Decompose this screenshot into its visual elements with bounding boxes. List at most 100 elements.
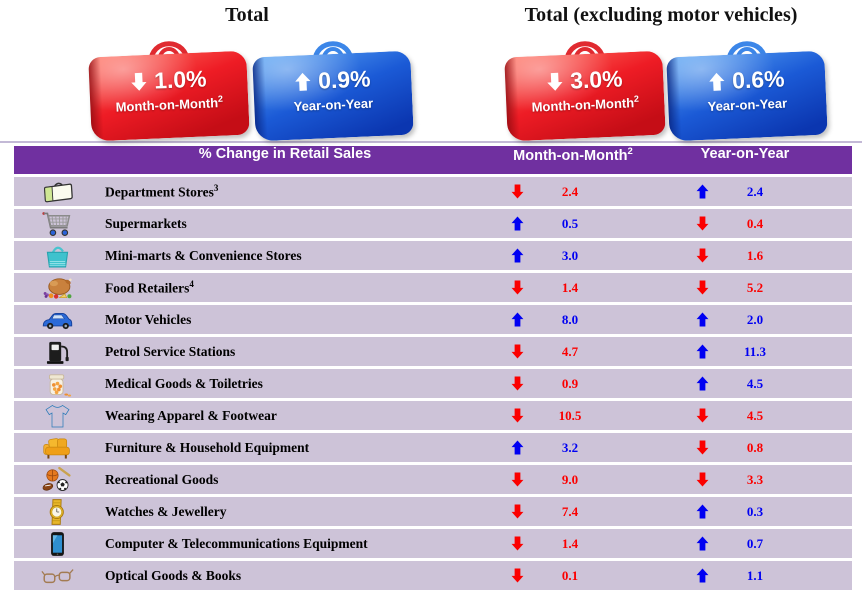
arrow-up-icon: [511, 312, 524, 327]
total-excl-mv-mom-badge: 3.0% Month-on-Month2: [504, 41, 666, 142]
category-icon: [14, 242, 100, 270]
badge-value: 3.0%: [569, 65, 624, 94]
up-arrow-icon: [708, 72, 726, 92]
mom-value: 0.5: [561, 215, 579, 231]
arrow-down-icon: [696, 408, 708, 423]
yoy-value: 0.4: [746, 215, 764, 231]
mom-value: 8.0: [561, 311, 579, 327]
yoy-value: 0.8: [746, 439, 764, 455]
category-icon: [14, 466, 100, 494]
yoy-arrow-icon: [677, 568, 727, 583]
arrow-up-icon: [696, 344, 708, 359]
sofa-icon: [42, 437, 70, 459]
category-icon: [14, 306, 100, 334]
yoy-arrow-icon: [677, 376, 727, 391]
arrow-down-icon: [696, 216, 708, 231]
arrow-down-icon: [511, 344, 524, 359]
down-arrow-icon: [130, 72, 148, 92]
arrow-up-icon: [709, 72, 725, 91]
yoy-arrow-icon: [677, 472, 727, 487]
yoy-arrow-icon: [677, 440, 727, 455]
yoy-value: 4.5: [746, 407, 764, 423]
badge-value: 0.9%: [317, 65, 372, 94]
mom-arrow-icon: [490, 536, 545, 551]
department-stores-icon: [43, 182, 73, 202]
category-icon: [14, 338, 100, 366]
table-row: Department Stores3 2.4 2.4: [14, 177, 852, 206]
category-icon: [14, 402, 100, 430]
table-header: % Change in Retail Sales Month-on-Month2…: [14, 146, 852, 174]
arrow-up-icon: [696, 504, 708, 519]
category-icon: [14, 530, 100, 558]
mom-value: 1.4: [561, 279, 579, 295]
category-label: Recreational Goods: [105, 471, 219, 487]
table-row: Petrol Service Stations 4.7 11.3: [14, 337, 852, 366]
arrow-down-icon: [511, 376, 524, 391]
mom-arrow-icon: [490, 440, 545, 455]
yoy-arrow-icon: [677, 216, 727, 231]
arrow-up-icon: [696, 184, 708, 199]
category-label: Supermarkets: [105, 215, 187, 231]
mom-arrow-icon: [490, 408, 545, 423]
retail-sales-table: % Change in Retail Sales Month-on-Month2…: [14, 146, 852, 593]
arrow-up-icon: [696, 536, 708, 551]
table-row: Supermarkets 0.5 0.4: [14, 209, 852, 238]
arrow-down-icon: [696, 440, 708, 455]
arrow-up-icon: [511, 216, 524, 231]
table-row: Medical Goods & Toiletries 0.9 4.5: [14, 369, 852, 398]
supermarket-cart-icon: [41, 211, 70, 236]
table-row: Optical Goods & Books 0.1 1.1: [14, 561, 852, 590]
mom-arrow-icon: [490, 344, 545, 359]
category-icon: [14, 370, 100, 398]
arrow-up-icon: [696, 568, 708, 583]
car-icon: [42, 312, 72, 329]
smartphone-icon: [50, 531, 64, 556]
category-icon: [14, 210, 100, 238]
mom-value: 4.7: [561, 343, 579, 359]
food-turkey-icon: [43, 277, 72, 299]
pill-jar-icon: [48, 373, 71, 396]
category-label: Motor Vehicles: [105, 311, 192, 327]
category-label: Department Stores3: [105, 182, 219, 200]
yoy-value: 5.2: [746, 279, 764, 295]
arrow-down-icon: [511, 536, 524, 551]
table-row: Computer & Telecommunications Equipment …: [14, 529, 852, 558]
arrow-up-icon: [511, 440, 524, 455]
mom-arrow-icon: [490, 312, 545, 327]
category-label: Mini-marts & Convenience Stores: [105, 247, 302, 263]
arrow-down-icon: [511, 184, 524, 199]
table-row: Furniture & Household Equipment 3.2 0.8: [14, 433, 852, 462]
badge-value: 1.0%: [153, 65, 208, 94]
mom-arrow-icon: [490, 568, 545, 583]
yoy-arrow-icon: [677, 536, 727, 551]
yoy-arrow-icon: [677, 504, 727, 519]
mom-arrow-icon: [490, 248, 545, 263]
mom-value: 0.9: [561, 375, 579, 391]
mom-value: 1.4: [561, 535, 579, 551]
mom-arrow-icon: [490, 376, 545, 391]
arrow-up-icon: [511, 248, 524, 263]
yoy-value: 1.1: [746, 567, 764, 583]
eyeglasses-icon: [40, 568, 74, 583]
wrist-watch-icon: [49, 498, 64, 525]
blue-shopping-bag: 0.6% Year-on-Year: [666, 50, 828, 142]
fuel-pump-icon: [46, 341, 69, 364]
category-icon: [14, 178, 100, 206]
yoy-value: 1.6: [746, 247, 764, 263]
mom-value: 3.0: [561, 247, 579, 263]
yoy-value: 4.5: [746, 375, 764, 391]
total-excl-mv-title: Total (excluding motor vehicles): [524, 4, 798, 26]
mom-value: 2.4: [561, 183, 579, 199]
arrow-down-icon: [511, 408, 524, 423]
shopping-basket-icon: [46, 246, 68, 268]
category-label: Computer & Telecommunications Equipment: [105, 535, 368, 551]
yoy-arrow-icon: [677, 312, 727, 327]
category-label: Wearing Apparel & Footwear: [105, 407, 277, 423]
category-icon: [14, 562, 100, 590]
arrow-down-icon: [511, 504, 524, 519]
header-category: % Change in Retail Sales: [198, 146, 372, 162]
table-row: Watches & Jewellery 7.4 0.3: [14, 497, 852, 526]
yoy-value: 0.3: [746, 503, 764, 519]
category-icon: [14, 498, 100, 526]
